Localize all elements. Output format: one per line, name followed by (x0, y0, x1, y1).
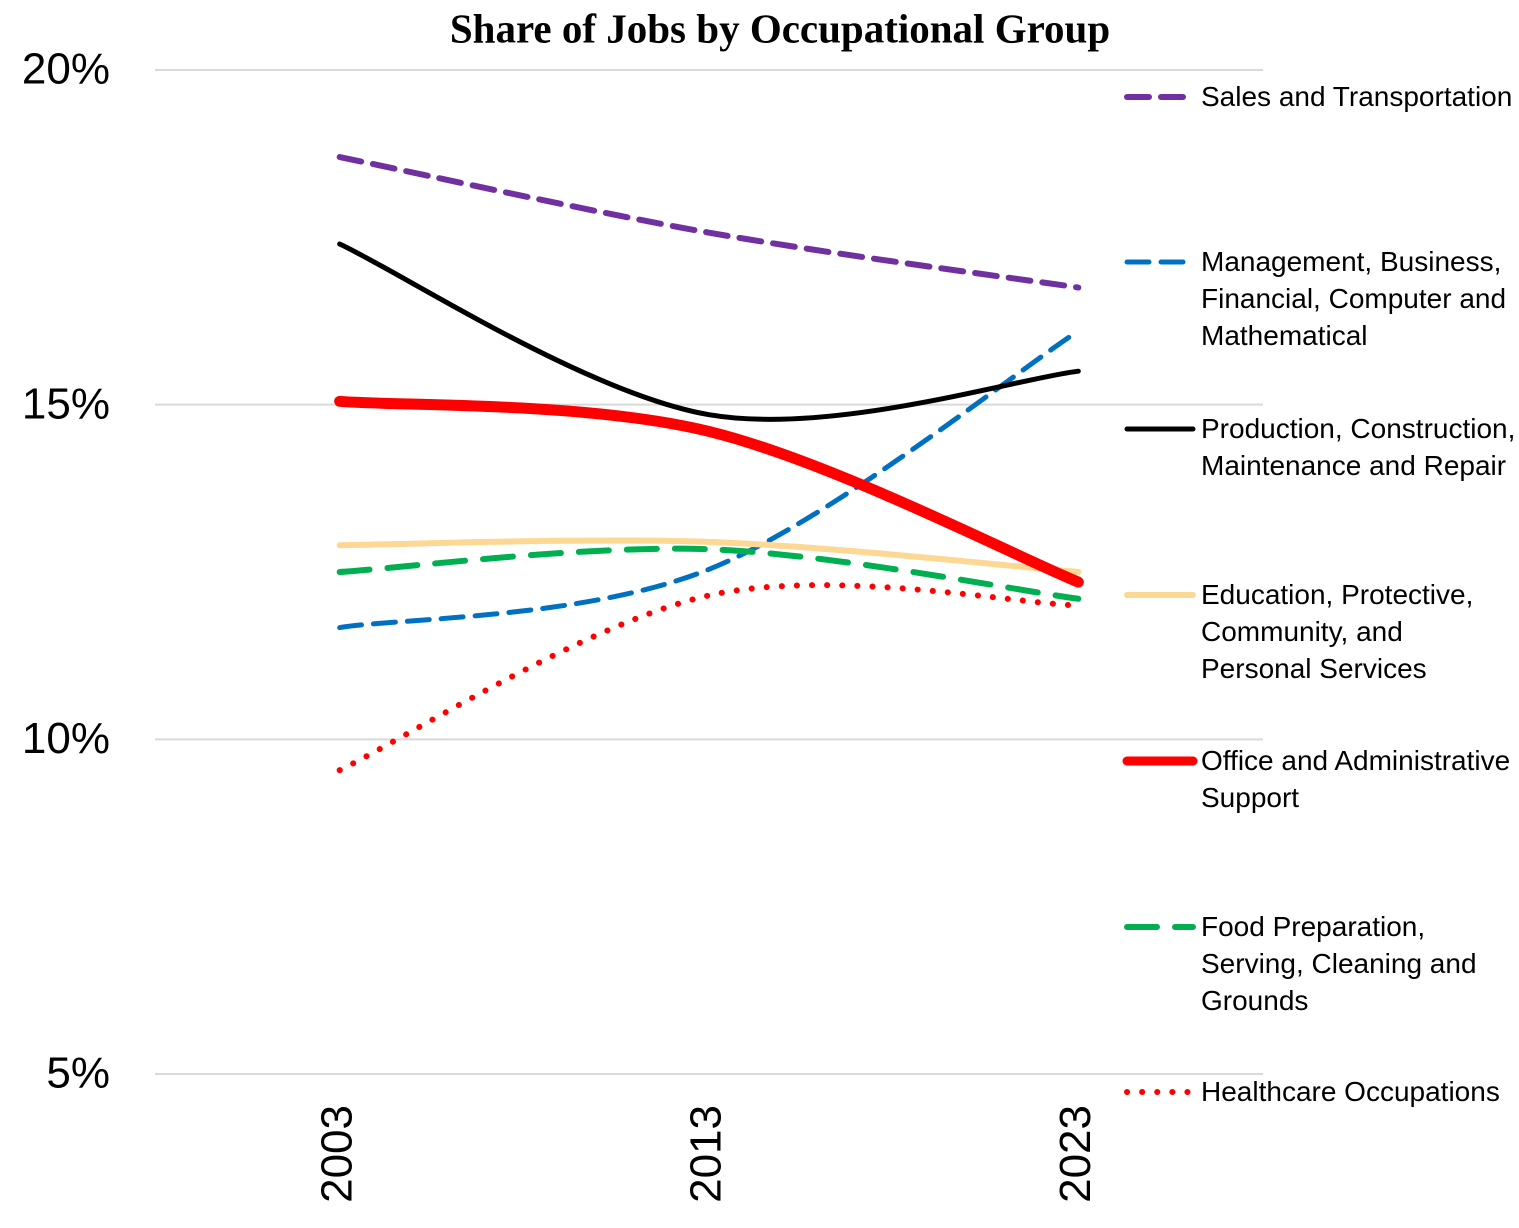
y-tick-label: 20% (22, 45, 110, 94)
series-line (337, 241, 1081, 422)
legend-label: Sales and Transportation (1201, 81, 1513, 112)
series-line (336, 154, 1082, 291)
y-tick-label: 15% (22, 379, 110, 428)
x-tick-label: 2013 (682, 1105, 731, 1203)
series-line (336, 545, 1082, 602)
chart-title: Share of Jobs by Occupational Group (450, 5, 1110, 51)
legend-label: Production, Construction, Maintenance an… (1201, 413, 1516, 481)
x-tick-label: 2003 (312, 1105, 361, 1203)
series-line (336, 582, 1082, 774)
y-tick-label: 10% (22, 714, 110, 763)
legend-label: Management, Business, Financial, Compute… (1201, 246, 1507, 351)
y-tick-label: 5% (46, 1049, 110, 1098)
x-tick-label: 2023 (1051, 1105, 1100, 1203)
series-line (336, 537, 1082, 575)
series-line (334, 395, 1084, 588)
legend-label: Office and Administrative Support (1201, 745, 1511, 813)
series-line (337, 328, 1081, 631)
legend-label: Healthcare Occupations (1201, 1076, 1500, 1107)
legend-label: Education, Protective, Community, and Pe… (1201, 579, 1474, 684)
legend-label: Food Preparation, Serving, Cleaning and … (1201, 911, 1477, 1016)
